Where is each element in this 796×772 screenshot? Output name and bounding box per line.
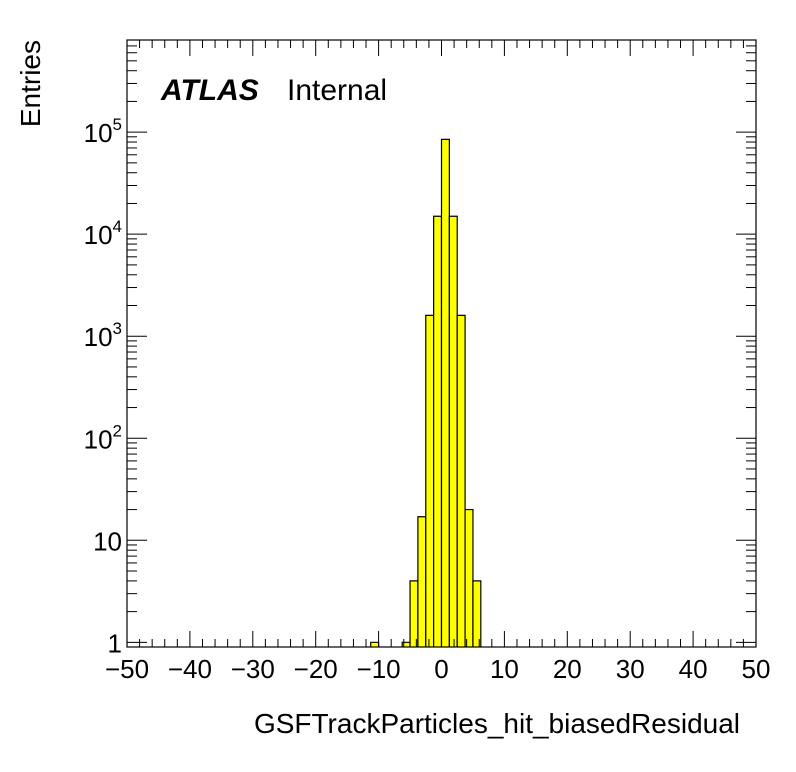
plot-frame [126, 39, 757, 648]
y-tick-label: 1 [108, 628, 122, 658]
histogram-bar-outline [472, 580, 482, 647]
histogram-bar [441, 139, 450, 648]
histogram-bar [449, 216, 458, 647]
y-tick-label: 104 [84, 217, 122, 250]
histogram-bar [457, 315, 466, 647]
x-axis-label: GSFTrackParticles_hit_biasedResidual [254, 708, 740, 739]
histogram-bar [410, 580, 418, 647]
x-tick-label: 50 [742, 654, 771, 684]
histogram-bar [402, 642, 411, 647]
histogram-bar-outline [464, 508, 474, 647]
x-tick-label: 30 [616, 654, 645, 684]
y-tick-base: 10 [84, 424, 113, 454]
histogram-bar [433, 216, 442, 647]
y-tick-label: 10 [93, 526, 122, 556]
x-tick-labels: −50 −40 −30 −20 −10 0 10 20 30 40 50 [105, 654, 771, 684]
histogram-bars [370, 138, 482, 648]
x-tick-label: 40 [679, 654, 708, 684]
x-tick-label: 20 [553, 654, 582, 684]
x-tick-label: −30 [231, 654, 275, 684]
x-tick-label: −50 [105, 654, 149, 684]
y-tick-base: 10 [84, 118, 113, 148]
histogram-bar [417, 516, 426, 647]
y-tick-exponent: 2 [113, 421, 122, 440]
y-axis-label: Entries [15, 40, 46, 127]
x-tick-label: 10 [490, 654, 519, 684]
y-tick-base: 10 [93, 526, 122, 556]
y-tick-base: 10 [84, 322, 113, 352]
x-tick-label: −10 [357, 654, 401, 684]
x-tick-label: 0 [434, 654, 448, 684]
y-tick-base: 1 [108, 628, 122, 658]
histogram-bar [465, 509, 473, 647]
y-tick-exponent: 5 [113, 115, 122, 134]
histogram-bar [472, 580, 481, 647]
y-tick-exponent: 4 [113, 217, 122, 236]
x-tick-label: −20 [294, 654, 338, 684]
status-label: Internal [287, 74, 387, 107]
histogram-bar-outline [456, 314, 466, 647]
histogram-bar [370, 642, 379, 647]
y-tick-label: 105 [84, 115, 122, 148]
y-tick-exponent: 3 [113, 319, 122, 338]
y-tick-base: 10 [84, 220, 113, 250]
y-tick-label: 102 [84, 421, 122, 454]
atlas-label: ATLAS [160, 74, 259, 107]
y-tick-label: 103 [84, 319, 122, 352]
x-tick-label: −40 [168, 654, 212, 684]
histogram-bar [425, 315, 434, 647]
